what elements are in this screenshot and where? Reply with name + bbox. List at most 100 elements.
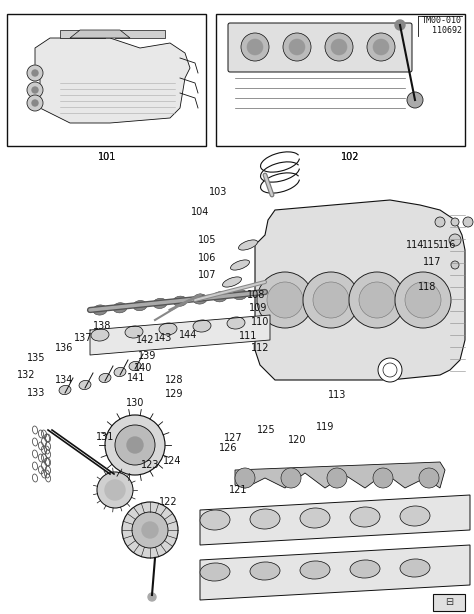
Text: 140: 140 — [134, 363, 152, 373]
Ellipse shape — [129, 362, 141, 371]
Circle shape — [32, 70, 38, 76]
Text: 122: 122 — [159, 497, 177, 507]
Polygon shape — [200, 545, 470, 600]
Circle shape — [97, 472, 133, 508]
Circle shape — [435, 217, 445, 227]
Text: 106: 106 — [198, 253, 216, 263]
Text: 135: 135 — [27, 353, 45, 363]
Text: 132: 132 — [17, 370, 35, 380]
Text: 136: 136 — [55, 343, 73, 353]
Ellipse shape — [300, 508, 330, 528]
Text: 103: 103 — [209, 187, 227, 197]
Text: 125: 125 — [257, 425, 275, 435]
Text: 141: 141 — [127, 373, 145, 383]
Ellipse shape — [114, 367, 126, 376]
Circle shape — [463, 217, 473, 227]
Ellipse shape — [159, 323, 177, 335]
Ellipse shape — [227, 317, 245, 329]
Bar — [7, 14, 206, 146]
Ellipse shape — [133, 301, 147, 311]
Circle shape — [331, 39, 347, 55]
Ellipse shape — [113, 303, 127, 313]
Text: 144: 144 — [179, 330, 197, 340]
Text: 142: 142 — [136, 335, 154, 345]
Circle shape — [127, 437, 143, 453]
Text: 115: 115 — [422, 240, 440, 250]
Text: 102: 102 — [341, 152, 359, 162]
Ellipse shape — [350, 560, 380, 578]
Circle shape — [247, 39, 263, 55]
Text: 138: 138 — [93, 321, 111, 331]
Ellipse shape — [59, 386, 71, 395]
Ellipse shape — [79, 381, 91, 389]
Ellipse shape — [230, 260, 249, 270]
Circle shape — [383, 363, 397, 377]
Ellipse shape — [99, 373, 111, 383]
Ellipse shape — [213, 292, 227, 302]
Circle shape — [327, 468, 347, 488]
Polygon shape — [115, 30, 165, 38]
Text: 104: 104 — [191, 207, 209, 217]
Bar — [433, 594, 465, 611]
Text: 131: 131 — [96, 432, 114, 442]
Circle shape — [122, 502, 178, 558]
Text: 119: 119 — [316, 422, 334, 432]
Bar — [216, 14, 465, 146]
Ellipse shape — [193, 294, 207, 304]
Text: 112: 112 — [251, 343, 269, 353]
Circle shape — [395, 272, 451, 328]
Circle shape — [32, 100, 38, 106]
Ellipse shape — [222, 277, 241, 287]
Circle shape — [303, 272, 359, 328]
Circle shape — [359, 282, 395, 318]
Circle shape — [349, 272, 405, 328]
Text: 109: 109 — [249, 303, 267, 313]
Text: 121: 121 — [229, 485, 247, 495]
Text: 101: 101 — [98, 152, 116, 162]
Ellipse shape — [300, 561, 330, 579]
Text: 108: 108 — [247, 290, 265, 300]
Circle shape — [313, 282, 349, 318]
Text: 107: 107 — [198, 270, 216, 280]
Ellipse shape — [400, 559, 430, 577]
Text: 110: 110 — [251, 317, 269, 327]
Circle shape — [449, 234, 461, 246]
Ellipse shape — [173, 296, 187, 306]
Ellipse shape — [91, 329, 109, 341]
Text: 129: 129 — [165, 389, 183, 399]
Text: 134: 134 — [55, 375, 73, 385]
Circle shape — [373, 39, 389, 55]
Polygon shape — [255, 200, 465, 380]
Polygon shape — [235, 462, 445, 488]
Circle shape — [367, 33, 395, 61]
Circle shape — [257, 272, 313, 328]
Circle shape — [451, 218, 459, 226]
Polygon shape — [35, 38, 190, 123]
Circle shape — [283, 33, 311, 61]
Circle shape — [241, 33, 269, 61]
Circle shape — [451, 261, 459, 269]
Text: 117: 117 — [423, 257, 441, 267]
Text: 102: 102 — [341, 152, 359, 162]
Text: 111: 111 — [239, 331, 257, 341]
Ellipse shape — [250, 562, 280, 580]
Text: 130: 130 — [126, 398, 144, 408]
Ellipse shape — [200, 563, 230, 581]
Text: 116: 116 — [438, 240, 456, 250]
Text: 143: 143 — [154, 333, 172, 343]
Polygon shape — [70, 30, 130, 38]
Circle shape — [115, 425, 155, 465]
Ellipse shape — [400, 506, 430, 526]
Circle shape — [419, 468, 439, 488]
Ellipse shape — [350, 507, 380, 527]
Ellipse shape — [233, 290, 247, 300]
Circle shape — [27, 65, 43, 81]
Polygon shape — [60, 30, 105, 38]
Text: 139: 139 — [138, 351, 156, 361]
Text: 126: 126 — [219, 443, 237, 453]
Polygon shape — [200, 495, 470, 545]
Text: TM00-010
110692: TM00-010 110692 — [422, 16, 462, 36]
Text: 127: 127 — [224, 433, 242, 443]
Circle shape — [407, 92, 423, 108]
Circle shape — [378, 358, 402, 382]
